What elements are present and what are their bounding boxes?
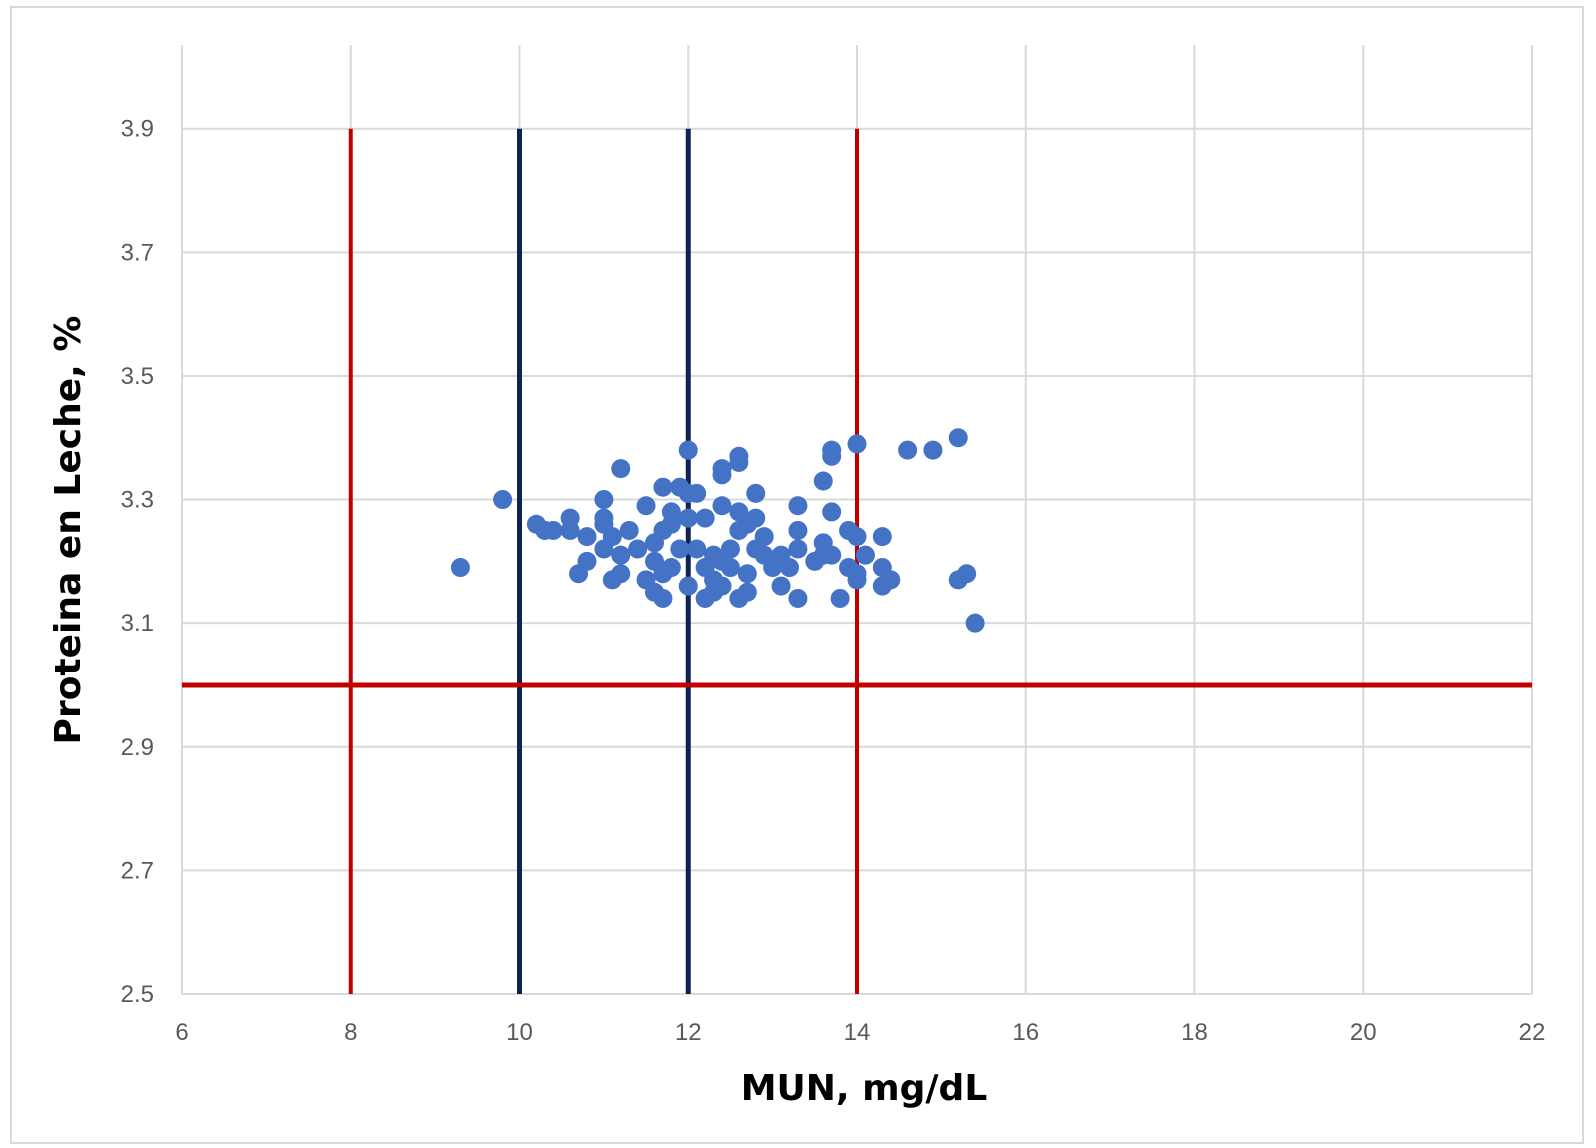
y-tick-label: 3.9 xyxy=(121,116,154,143)
data-point xyxy=(695,508,715,528)
data-point xyxy=(670,539,690,559)
data-point xyxy=(493,490,513,510)
data-point xyxy=(653,588,673,608)
data-point xyxy=(577,527,597,547)
data-point xyxy=(720,539,740,559)
data-point xyxy=(678,440,698,460)
data-point xyxy=(611,459,631,479)
data-point xyxy=(822,446,842,466)
data-point xyxy=(881,570,901,590)
data-point xyxy=(543,520,563,540)
data-point xyxy=(754,527,774,547)
x-tick-label: 14 xyxy=(844,1019,871,1046)
data-point xyxy=(746,483,766,503)
data-point xyxy=(720,558,740,578)
data-point xyxy=(729,452,749,472)
y-tick-label: 3.1 xyxy=(121,610,154,637)
x-tick-label: 16 xyxy=(1012,1019,1039,1046)
data-point xyxy=(712,496,732,516)
data-point xyxy=(628,539,648,559)
data-point xyxy=(746,508,766,528)
data-point xyxy=(636,496,656,516)
data-point xyxy=(653,477,673,497)
reference-lines xyxy=(182,128,1532,994)
data-point xyxy=(771,576,791,596)
y-tick-label: 3.7 xyxy=(121,239,154,266)
data-point xyxy=(965,613,985,633)
data-point xyxy=(594,490,614,510)
data-point xyxy=(822,545,842,565)
data-point xyxy=(678,576,698,596)
data-point xyxy=(712,465,732,485)
y-tick-label: 2.7 xyxy=(121,857,154,884)
data-point xyxy=(687,483,707,503)
data-point xyxy=(737,582,757,602)
x-axis-title: MUN, mg/dL xyxy=(741,1068,988,1109)
data-point xyxy=(712,576,732,596)
data-point xyxy=(948,428,968,448)
x-tick-label: 20 xyxy=(1350,1019,1377,1046)
data-point xyxy=(611,545,631,565)
data-points xyxy=(450,428,985,633)
data-point xyxy=(822,502,842,522)
x-tick-label: 12 xyxy=(675,1019,702,1046)
x-tick-label: 6 xyxy=(175,1019,188,1046)
y-tick-label: 3.5 xyxy=(121,363,154,390)
x-tick-label: 10 xyxy=(506,1019,533,1046)
data-point xyxy=(872,527,892,547)
data-point xyxy=(450,558,470,578)
chart-frame xyxy=(10,6,1584,1144)
data-point xyxy=(661,514,681,534)
data-point xyxy=(957,564,977,584)
data-point xyxy=(847,527,867,547)
data-point xyxy=(847,434,867,454)
x-tick-label: 8 xyxy=(344,1019,357,1046)
data-point xyxy=(788,496,808,516)
data-point xyxy=(577,551,597,571)
y-tick-label: 3.3 xyxy=(121,487,154,514)
y-tick-label: 2.9 xyxy=(121,734,154,761)
x-tick-labels: 6 8 10 12 14 16 18 20 22 xyxy=(175,1019,1545,1046)
data-point xyxy=(788,539,808,559)
data-point xyxy=(788,520,808,540)
data-point xyxy=(737,564,757,584)
data-point xyxy=(788,588,808,608)
y-tick-labels: 2.5 2.7 2.9 3.1 3.3 3.5 3.7 3.9 xyxy=(121,116,154,1008)
data-point xyxy=(780,558,799,578)
data-point xyxy=(678,508,698,528)
x-tick-label: 18 xyxy=(1181,1019,1208,1046)
data-point xyxy=(855,545,875,565)
data-point xyxy=(611,564,631,584)
data-point xyxy=(602,527,622,547)
data-point xyxy=(847,570,867,590)
data-point xyxy=(661,558,681,578)
data-point xyxy=(813,471,833,491)
x-tick-label: 22 xyxy=(1519,1019,1546,1046)
y-axis-title: Proteina en Leche, % xyxy=(48,316,89,745)
data-point xyxy=(898,440,918,460)
data-point xyxy=(560,520,580,540)
data-point xyxy=(830,588,850,608)
y-tick-label: 2.5 xyxy=(121,981,154,1008)
data-point xyxy=(687,539,707,559)
data-point xyxy=(923,440,943,460)
data-point xyxy=(619,520,639,540)
